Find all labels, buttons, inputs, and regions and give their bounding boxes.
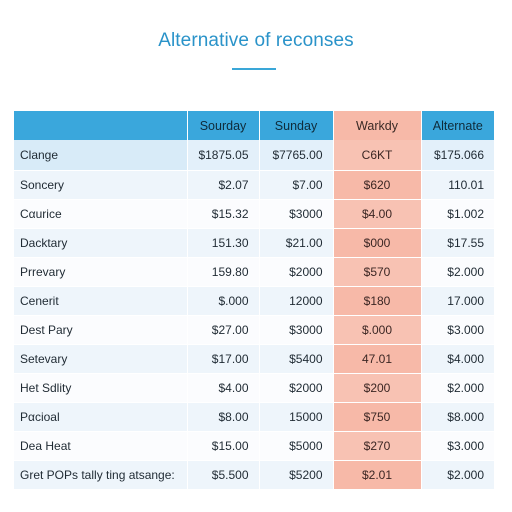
- table-cell: $7.00: [259, 170, 334, 200]
- table-cell: 151.30: [187, 228, 260, 258]
- table-row[interactable]: Prrevary 159.80 $2000 $570 $2.000: [14, 257, 494, 287]
- table-cell: $17.00: [187, 344, 260, 374]
- table-cell: $17.55: [421, 228, 494, 258]
- table-row[interactable]: Dacktary 151.30 $21.00 $000 $17.55: [14, 228, 494, 258]
- table-cell: $4.000: [421, 344, 494, 374]
- table-header-row: Sourday Sunday Warkdy Alternate: [14, 111, 494, 140]
- table-cell: $4.00: [187, 373, 260, 403]
- table-row[interactable]: Cenerit $.000 12000 $180 17.000: [14, 286, 494, 316]
- row-label-cell: Dest Pary: [14, 315, 188, 345]
- row-label-cell: Dacktary: [14, 228, 188, 258]
- table-cell: $5200: [259, 460, 334, 490]
- table-cell: $2.01: [333, 460, 422, 490]
- table-cell: $2000: [259, 257, 334, 287]
- table-cell: $15.32: [187, 199, 260, 229]
- table-cell: $27.00: [187, 315, 260, 345]
- table-cell: 12000: [259, 286, 334, 316]
- table-cell: $8.00: [187, 402, 260, 432]
- table-cell: $.000: [187, 286, 260, 316]
- table-cell: 47.01: [333, 344, 422, 374]
- table-cell: 15000: [259, 402, 334, 432]
- data-table-container: Sourday Sunday Warkdy Alternate Clange $1…: [14, 111, 494, 490]
- row-label-cell: Cαurice: [14, 199, 188, 229]
- table-cell: $.000: [333, 315, 422, 345]
- row-label-cell: Clange: [14, 140, 188, 171]
- column-header-sourday[interactable]: Sourday: [187, 111, 260, 140]
- table-cell: $620: [333, 170, 422, 200]
- table-cell: $7765.00: [259, 140, 334, 171]
- column-header-alternate[interactable]: Alternate: [421, 111, 494, 140]
- table-cell: $21.00: [259, 228, 334, 258]
- table-row[interactable]: Dest Pary $27.00 $3000 $.000 $3.000: [14, 315, 494, 345]
- row-label-cell: Setevary: [14, 344, 188, 374]
- table-cell: $1875.05: [187, 140, 260, 171]
- table-body: Clange $1875.05 $7765.00 C6KT $175.066 Soncer…: [14, 140, 494, 490]
- table-cell: C6KT: [333, 140, 422, 171]
- column-header-label: [14, 111, 188, 140]
- table-row[interactable]: Clange $1875.05 $7765.00 C6KT $175.066: [14, 140, 494, 171]
- table-row[interactable]: Gret POPs tally ting atsange: $5.500 $5200…: [14, 460, 494, 490]
- table-cell: 159.80: [187, 257, 260, 287]
- column-header-sunday[interactable]: Sunday: [259, 111, 334, 140]
- table-cell: $2.000: [421, 460, 494, 490]
- table-cell: $750: [333, 402, 422, 432]
- table-cell: $1.002: [421, 199, 494, 229]
- table-row[interactable]: Soncery $2.07 $7.00 $620 110.01: [14, 170, 494, 200]
- table-row[interactable]: Cαurice $15.32 $3000 $4.00 $1.002: [14, 199, 494, 229]
- table-cell: $000: [333, 228, 422, 258]
- table-cell: $5.500: [187, 460, 260, 490]
- row-label-cell: Het Sdlity: [14, 373, 188, 403]
- table-cell: $180: [333, 286, 422, 316]
- table-row[interactable]: Pαcioal $8.00 15000 $750 $8.000: [14, 402, 494, 432]
- table-cell: $3000: [259, 315, 334, 345]
- table-cell: $2.07: [187, 170, 260, 200]
- table-cell: $8.000: [421, 402, 494, 432]
- row-label-cell: Dea Heat: [14, 431, 188, 461]
- table-cell: 17.000: [421, 286, 494, 316]
- table-row[interactable]: Dea Heat $15.00 $5000 $270 $3.000: [14, 431, 494, 461]
- table-cell: $5400: [259, 344, 334, 374]
- table-cell: $4.00: [333, 199, 422, 229]
- title-underline: [232, 68, 276, 70]
- table-cell: $570: [333, 257, 422, 287]
- table-cell: $5000: [259, 431, 334, 461]
- table-cell: $200: [333, 373, 422, 403]
- table-cell: $270: [333, 431, 422, 461]
- table-cell: $2.000: [421, 373, 494, 403]
- table-cell: $3000: [259, 199, 334, 229]
- column-header-warkdy[interactable]: Warkdy: [333, 111, 422, 140]
- table-row[interactable]: Het Sdlity $4.00 $2000 $200 $2.000: [14, 373, 494, 403]
- table-cell: $15.00: [187, 431, 260, 461]
- row-label-cell: Cenerit: [14, 286, 188, 316]
- row-label-cell: Soncery: [14, 170, 188, 200]
- table-cell: $3.000: [421, 315, 494, 345]
- row-label-cell: Gret POPs tally ting atsange:: [14, 460, 188, 490]
- data-table: Sourday Sunday Warkdy Alternate Clange $1…: [14, 111, 494, 490]
- table-cell: 110.01: [421, 170, 494, 200]
- table-cell: $2000: [259, 373, 334, 403]
- table-cell: $175.066: [421, 140, 494, 171]
- table-header: Sourday Sunday Warkdy Alternate: [14, 111, 494, 140]
- page-title: Alternative of reconses: [158, 30, 354, 51]
- table-cell: $3.000: [421, 431, 494, 461]
- table-row[interactable]: Setevary $17.00 $5400 47.01 $4.000: [14, 344, 494, 374]
- row-label-cell: Pαcioal: [14, 402, 188, 432]
- table-cell: $2.000: [421, 257, 494, 287]
- row-label-cell: Prrevary: [14, 257, 188, 287]
